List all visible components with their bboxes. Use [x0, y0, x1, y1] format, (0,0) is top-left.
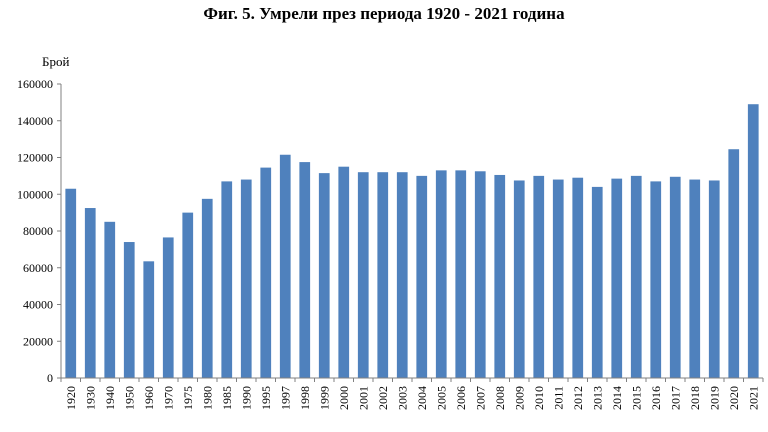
bar-1950 [123, 242, 135, 378]
bar-2020 [728, 149, 740, 378]
y-tick-label: 120000 [17, 151, 53, 165]
bar-1970 [162, 237, 174, 378]
x-tick-label: 2002 [376, 386, 390, 410]
x-tick-label: 2003 [395, 386, 409, 410]
x-tick-label: 2010 [532, 386, 546, 410]
y-tick-label: 20000 [23, 334, 53, 348]
x-tick-label: 1990 [239, 386, 253, 410]
bar-1975 [182, 212, 194, 378]
bars-group [65, 104, 759, 379]
x-axis: 1920 1930 1940 1950 1960 1970 1975 1980 1985 1990… [60, 378, 764, 410]
x-tick-label: 2006 [454, 386, 468, 410]
x-tick-label: 2001 [356, 386, 370, 410]
x-tick-label: 2015 [629, 386, 643, 410]
x-tick-label: 2020 [727, 386, 741, 410]
chart-title: Фиг. 5. Умрели през периода 1920 - 2021 … [203, 4, 565, 23]
bar-2008 [494, 174, 506, 378]
bar-1985 [221, 181, 233, 378]
x-tick-label: 2011 [551, 386, 565, 410]
bar-1920 [65, 188, 77, 378]
x-tick-label: 1975 [181, 386, 195, 410]
bar-2007 [474, 171, 486, 378]
x-tick-label: 1970 [161, 386, 175, 410]
x-tick-label: 1998 [298, 386, 312, 410]
bar-2013 [591, 186, 603, 378]
y-tick-label: 40000 [23, 298, 53, 312]
bar-1960 [143, 261, 155, 378]
bar-2017 [669, 176, 681, 378]
bar-2018 [689, 179, 701, 378]
bar-2021 [747, 104, 759, 379]
bar-2006 [455, 170, 467, 378]
x-tick-label: 2013 [590, 386, 604, 410]
bar-2005 [435, 170, 447, 378]
bar-2009 [513, 180, 525, 378]
x-tick-label: 2021 [746, 386, 760, 410]
x-tick-label: 1920 [64, 386, 78, 410]
bar-2014 [611, 178, 623, 378]
bar-1997 [279, 154, 291, 378]
bar-2012 [572, 177, 584, 378]
bar-1940 [104, 221, 116, 378]
y-tick-label: 100000 [17, 187, 53, 201]
x-tick-label: 2019 [707, 386, 721, 410]
x-tick-label: 1960 [142, 386, 156, 410]
bar-1995 [260, 167, 272, 378]
x-tick-label: 2004 [415, 386, 429, 410]
x-tick-label: 2016 [649, 386, 663, 410]
x-tick-label: 1985 [220, 386, 234, 410]
bar-2010 [533, 175, 545, 378]
bar-2016 [650, 181, 662, 378]
y-tick-label: 0 [47, 371, 53, 385]
x-tick-label: 1980 [200, 386, 214, 410]
bar-1999 [318, 173, 330, 378]
x-tick-label: 1950 [122, 386, 136, 410]
x-tick-label: 2008 [493, 386, 507, 410]
x-tick-label: 2005 [434, 386, 448, 410]
bar-2011 [552, 179, 564, 378]
y-tick-label: 140000 [17, 114, 53, 128]
x-tick-label: 1940 [103, 386, 117, 410]
x-tick-label: 1997 [278, 386, 292, 410]
bar-2004 [416, 175, 428, 378]
y-tick-label: 60000 [23, 261, 53, 275]
x-tick-label: 2000 [337, 386, 351, 410]
y-tick-label: 160000 [17, 77, 53, 91]
x-tick-label: 2007 [473, 386, 487, 410]
bar-1990 [240, 179, 252, 378]
bar-1930 [84, 208, 96, 378]
x-tick-label: 2014 [610, 386, 624, 410]
bar-2000 [338, 166, 350, 378]
x-tick-label: 1999 [317, 386, 331, 410]
bar-2003 [396, 172, 408, 378]
x-tick-label: 1995 [259, 386, 273, 410]
x-tick-label: 2009 [512, 386, 526, 410]
y-axis-label: Брой [42, 54, 69, 69]
bar-2002 [377, 172, 389, 378]
x-tick-label: 1930 [83, 386, 97, 410]
x-tick-label: 2012 [571, 386, 585, 410]
bar-2001 [357, 172, 369, 378]
bar-1980 [201, 198, 213, 378]
bar-2019 [708, 180, 720, 378]
y-tick-label: 80000 [23, 224, 53, 238]
bar-1998 [299, 162, 311, 378]
x-tick-label: 2017 [668, 386, 682, 410]
bar-2015 [630, 175, 642, 378]
x-tick-label: 2018 [688, 386, 702, 410]
y-axis: 0 20000 40000 60000 80000 100000 120000 140000 1… [17, 77, 61, 385]
